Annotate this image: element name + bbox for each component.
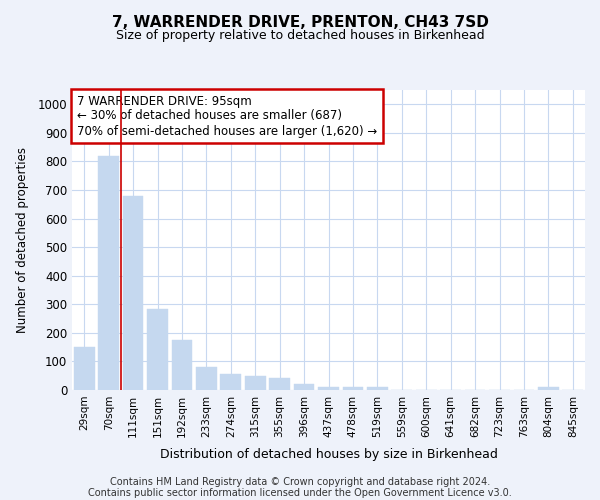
Bar <box>98 156 119 390</box>
Text: Contains HM Land Registry data © Crown copyright and database right 2024.
Contai: Contains HM Land Registry data © Crown c… <box>88 476 512 498</box>
Bar <box>196 367 217 390</box>
Y-axis label: Number of detached properties: Number of detached properties <box>16 147 29 333</box>
Bar <box>172 340 193 390</box>
Bar <box>269 378 290 390</box>
X-axis label: Distribution of detached houses by size in Birkenhead: Distribution of detached houses by size … <box>160 448 497 461</box>
Bar <box>74 347 95 390</box>
Text: Size of property relative to detached houses in Birkenhead: Size of property relative to detached ho… <box>116 28 484 42</box>
Bar <box>367 387 388 390</box>
Text: 7 WARRENDER DRIVE: 95sqm
← 30% of detached houses are smaller (687)
70% of semi-: 7 WARRENDER DRIVE: 95sqm ← 30% of detach… <box>77 94 377 138</box>
Bar <box>245 376 266 390</box>
Bar <box>343 386 364 390</box>
Bar <box>147 308 168 390</box>
Bar <box>318 386 339 390</box>
Bar <box>122 196 143 390</box>
Bar <box>293 384 314 390</box>
Bar <box>220 374 241 390</box>
Bar <box>538 386 559 390</box>
Text: 7, WARRENDER DRIVE, PRENTON, CH43 7SD: 7, WARRENDER DRIVE, PRENTON, CH43 7SD <box>112 15 488 30</box>
